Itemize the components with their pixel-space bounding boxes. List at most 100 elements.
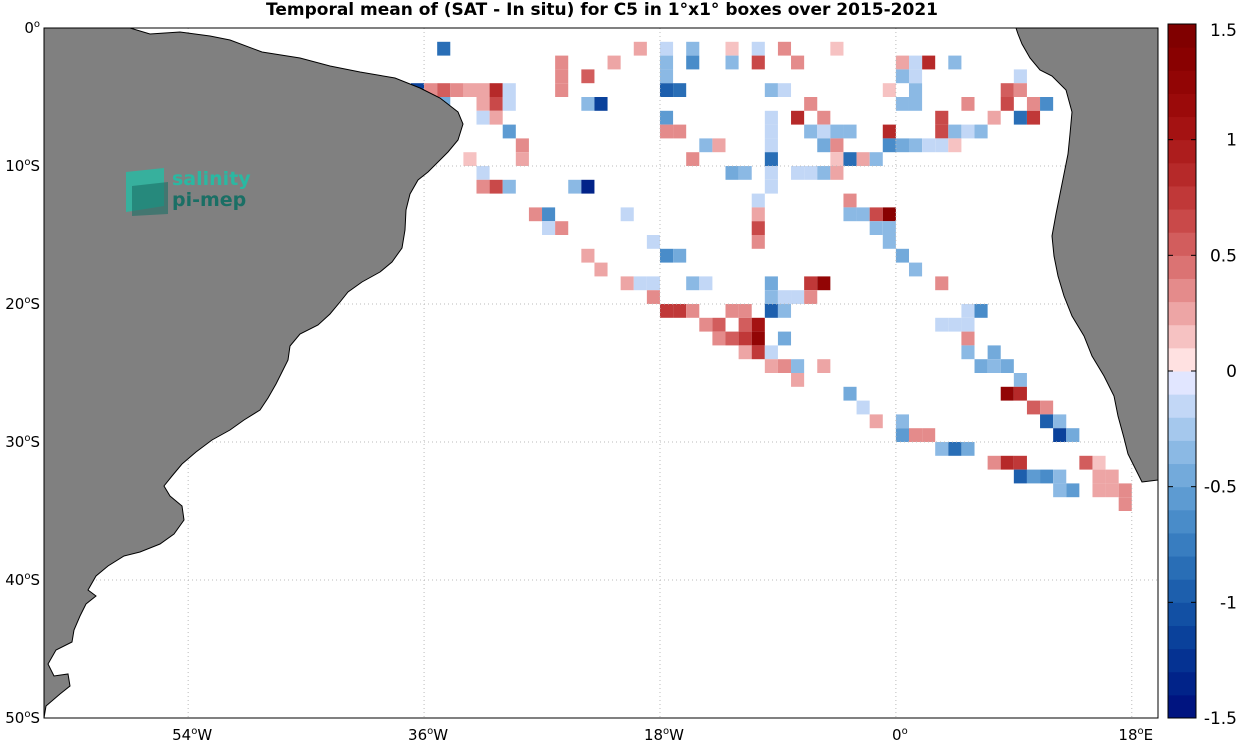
data-cell [725, 166, 739, 180]
data-cell [869, 207, 883, 222]
data-cell [686, 55, 700, 70]
data-cell [725, 41, 739, 56]
colorbar-segment [1168, 347, 1196, 372]
data-cell [1053, 414, 1067, 429]
data-cell [1040, 414, 1054, 429]
colorbar-segment [1168, 417, 1196, 441]
data-cell [476, 110, 490, 125]
colorbar-segment [1168, 463, 1196, 488]
data-cell [791, 110, 805, 125]
data-cell [738, 166, 752, 180]
data-cell [673, 83, 687, 97]
data-cell [646, 290, 660, 304]
data-cell [869, 221, 883, 235]
data-cell [673, 248, 687, 263]
data-cell [515, 152, 529, 166]
data-cell [791, 359, 805, 373]
data-cell [607, 55, 621, 70]
data-cell [1040, 469, 1054, 484]
data-cell [581, 97, 595, 111]
africa-land [1015, 28, 1158, 483]
data-cell [764, 276, 778, 291]
data-cell [1013, 373, 1027, 387]
data-cell [882, 207, 896, 222]
colorbar-segment [1168, 70, 1196, 94]
data-cell [1105, 483, 1119, 498]
data-cell [804, 97, 818, 111]
data-cell [948, 442, 962, 456]
data-cell [895, 428, 909, 442]
data-cell [935, 442, 949, 456]
data-cell [1053, 469, 1067, 484]
data-cell [555, 221, 569, 235]
data-cell [502, 97, 516, 111]
data-cell [764, 304, 778, 318]
data-cell [922, 138, 936, 153]
data-cell [738, 317, 752, 332]
lat-tick-label: 40oS [5, 571, 40, 589]
colorbar: 1.5 1 0.5 0 -0.5 -1 -1.5 [1167, 21, 1237, 729]
data-cell [764, 110, 778, 125]
data-cell [1053, 428, 1067, 442]
data-cell [804, 276, 818, 291]
data-cell [489, 97, 503, 111]
salinity-pi-mep-logo: salinity pi-mep [126, 168, 251, 216]
data-cell [843, 386, 857, 401]
data-cell [777, 331, 792, 346]
data-cell [659, 55, 674, 70]
data-cell [843, 193, 857, 208]
data-cell [895, 414, 909, 429]
data-cell [1053, 483, 1067, 498]
data-cell [777, 304, 792, 318]
data-cell [908, 55, 923, 70]
lon-tick-label: 18oW [644, 726, 684, 740]
data-cell [699, 317, 713, 332]
data-cell [817, 359, 831, 373]
data-cell [1105, 469, 1119, 484]
data-cell [463, 83, 477, 97]
data-cell [1013, 386, 1027, 401]
colorbar-segment [1168, 509, 1196, 534]
data-cell [1000, 359, 1014, 373]
data-cell [528, 207, 543, 222]
colorbar-segment [1168, 24, 1196, 48]
data-cell [974, 304, 988, 318]
data-cell [1000, 83, 1014, 97]
data-cell [1092, 469, 1106, 484]
data-cell [646, 235, 660, 249]
colorbar-segment [1168, 116, 1196, 141]
data-cell [751, 41, 765, 56]
data-cell [804, 290, 818, 304]
data-cell [791, 373, 805, 387]
colorbar-tick-label: -1.5 [1204, 709, 1237, 729]
data-cell [791, 166, 805, 180]
colorbar-segment [1168, 440, 1196, 465]
colorbar-segment [1168, 486, 1196, 511]
data-cell [777, 41, 792, 56]
data-cell [817, 110, 831, 125]
data-cell [646, 276, 660, 291]
colorbar-segment [1168, 93, 1196, 118]
data-cell [764, 83, 778, 97]
data-cell [1013, 455, 1027, 470]
colorbar-segment [1168, 394, 1196, 418]
data-cell [699, 138, 713, 153]
data-cell [712, 138, 726, 153]
data-cell [581, 248, 595, 263]
data-cell [1092, 483, 1106, 498]
data-cell [764, 152, 778, 166]
data-cell [1092, 455, 1106, 470]
plot-frame [43, 27, 1159, 719]
colorbar-segment [1168, 532, 1196, 557]
data-cell [1000, 97, 1014, 111]
data-cell [659, 41, 674, 56]
data-cell [791, 290, 805, 304]
data-cell [1118, 483, 1132, 498]
data-cell [987, 345, 1001, 360]
data-cell [751, 193, 765, 208]
data-cell [686, 41, 700, 56]
colorbar-tick-label: -0.5 [1204, 478, 1237, 498]
data-cell [961, 124, 975, 139]
data-cell [961, 317, 975, 332]
data-cell [1118, 497, 1132, 511]
